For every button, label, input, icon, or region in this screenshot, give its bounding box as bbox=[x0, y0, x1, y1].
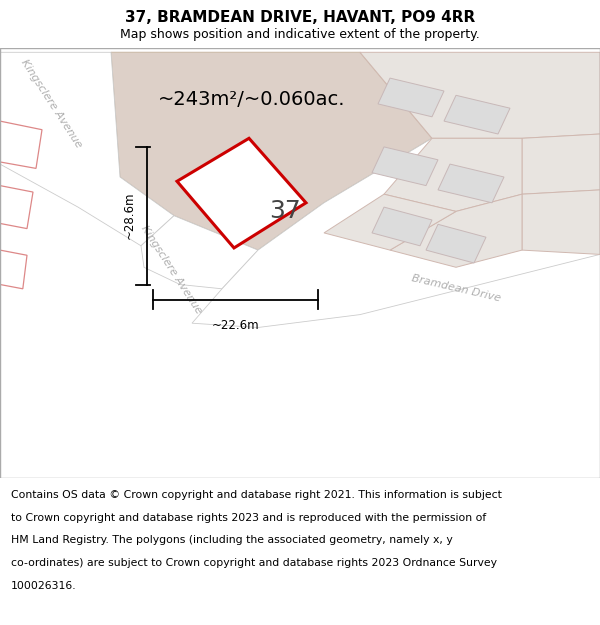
Text: co-ordinates) are subject to Crown copyright and database rights 2023 Ordnance S: co-ordinates) are subject to Crown copyr… bbox=[11, 558, 497, 568]
Text: Kingsclere Avenue: Kingsclere Avenue bbox=[19, 58, 83, 150]
Polygon shape bbox=[141, 216, 258, 289]
Polygon shape bbox=[438, 164, 504, 202]
Text: to Crown copyright and database rights 2023 and is reproduced with the permissio: to Crown copyright and database rights 2… bbox=[11, 512, 486, 522]
Polygon shape bbox=[372, 207, 432, 246]
Text: 37, BRAMDEAN DRIVE, HAVANT, PO9 4RR: 37, BRAMDEAN DRIVE, HAVANT, PO9 4RR bbox=[125, 9, 475, 24]
Polygon shape bbox=[444, 95, 510, 134]
Text: ~243m²/~0.060ac.: ~243m²/~0.060ac. bbox=[158, 90, 346, 109]
Text: HM Land Registry. The polygons (including the associated geometry, namely x, y: HM Land Registry. The polygons (includin… bbox=[11, 536, 452, 546]
Polygon shape bbox=[522, 134, 600, 194]
Text: Bramdean Drive: Bramdean Drive bbox=[410, 274, 502, 304]
Polygon shape bbox=[111, 52, 432, 250]
Polygon shape bbox=[522, 190, 600, 254]
Polygon shape bbox=[426, 224, 486, 263]
Polygon shape bbox=[192, 138, 600, 328]
Polygon shape bbox=[0, 52, 174, 246]
Polygon shape bbox=[0, 186, 33, 229]
Polygon shape bbox=[390, 194, 522, 268]
Polygon shape bbox=[384, 138, 522, 211]
Text: Contains OS data © Crown copyright and database right 2021. This information is : Contains OS data © Crown copyright and d… bbox=[11, 490, 502, 500]
Polygon shape bbox=[372, 147, 438, 186]
Text: Map shows position and indicative extent of the property.: Map shows position and indicative extent… bbox=[120, 28, 480, 41]
Polygon shape bbox=[324, 194, 456, 250]
Polygon shape bbox=[0, 250, 27, 289]
Polygon shape bbox=[378, 78, 444, 117]
Text: Kingsclere Avenue: Kingsclere Avenue bbox=[139, 223, 203, 316]
Text: ~22.6m: ~22.6m bbox=[212, 319, 259, 332]
Text: 100026316.: 100026316. bbox=[11, 581, 76, 591]
Text: ~28.6m: ~28.6m bbox=[122, 192, 136, 239]
Text: 37: 37 bbox=[269, 199, 301, 223]
Polygon shape bbox=[177, 138, 306, 248]
Polygon shape bbox=[0, 121, 42, 168]
Polygon shape bbox=[360, 52, 600, 138]
